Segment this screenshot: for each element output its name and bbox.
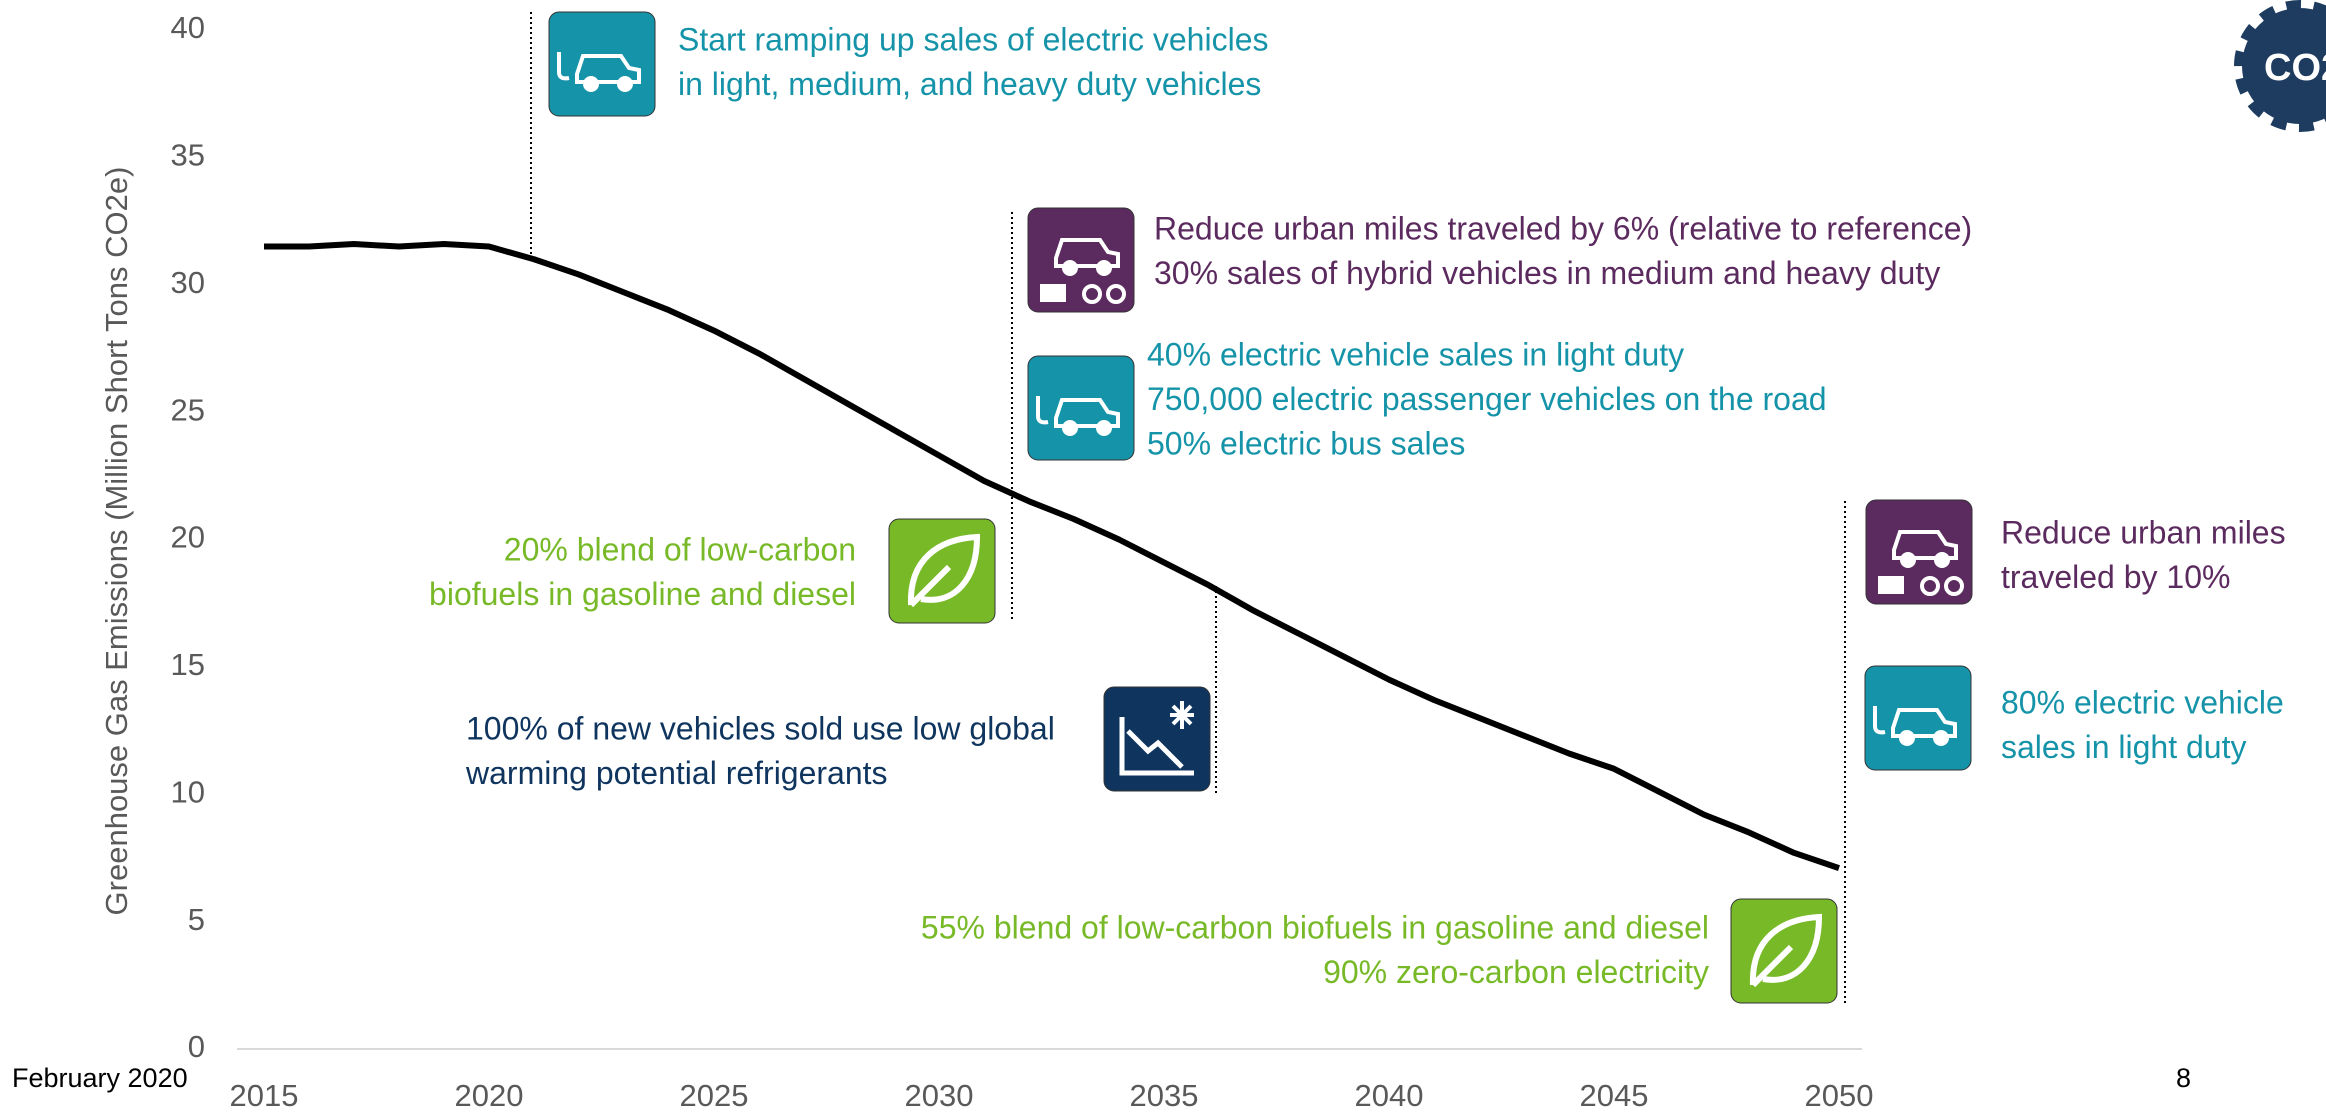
icon-wheel [1900,552,1916,568]
icon-wheel [1062,420,1078,436]
annotation-text: Reduce urban miles traveled by 6% (relat… [1154,210,1972,246]
annotation-text: 20% blend of low-carbon [504,531,856,567]
y-tick-label: 35 [171,138,205,173]
icon-leaf [1749,913,1823,988]
icon-bike [1082,284,1102,304]
x-tick-label: 2020 [455,1078,524,1113]
annotation-text: 80% electric vehicle [2001,684,2284,720]
icon-glyph [1119,701,1194,776]
x-tick-label: 2045 [1580,1078,1649,1113]
annotation-icon [548,11,656,117]
y-tick-label: 20 [171,520,205,555]
annotation-text: warming potential refrigerants [465,755,888,791]
x-tick-label: 2050 [1805,1078,1874,1113]
icon-leaf [907,533,981,608]
logo-text: CO2 [2264,47,2326,89]
icon-plug [1036,396,1049,425]
annotation: 55% blend of low-carbon biofuels in gaso… [921,898,1838,1004]
footer-date: February 2020 [12,1063,188,1093]
y-tick-label: 15 [171,647,205,682]
annotation-text: traveled by 10% [2001,559,2230,595]
icon-city [1878,576,1904,594]
annotation-text: 55% blend of low-carbon biofuels in gaso… [921,909,1709,945]
icon-wheel [617,76,633,92]
annotation-text: 90% zero-carbon electricity [1323,954,1709,990]
annotation: 80% electric vehicle sales in light duty [1864,665,2284,771]
annotation-text: 100% of new vehicles sold use low global [466,710,1055,746]
annotation-icon [1027,355,1135,461]
icon-wheel [1934,552,1950,568]
annotation: Reduce urban miles traveled by 6% (relat… [1027,207,1972,313]
annotation-text: 40% electric vehicle sales in light duty [1147,336,1684,372]
icon-wheel [1096,260,1112,276]
page-number: 8 [2176,1063,2191,1093]
annotation-text: 30% sales of hybrid vehicles in medium a… [1154,255,1940,291]
y-tick-label: 40 [171,10,205,45]
y-tick-label: 30 [171,265,205,300]
icon-glyph [1749,913,1823,988]
annotation: 100% of new vehicles sold use low global… [465,686,1211,792]
annotation-text: 750,000 electric passenger vehicles on t… [1147,381,1827,417]
icon-plug [1873,706,1886,735]
annotation-text: Start ramping up sales of electric vehic… [678,21,1268,57]
icon-wheel [1096,420,1112,436]
logo-body [2248,14,2326,118]
icon-glyph [907,533,981,608]
icon-wheel [583,76,599,92]
icon-glyph [1878,530,1964,596]
annotation-text: 50% electric bus sales [1147,425,1465,461]
icon-snow [1170,701,1194,729]
icon-wheel [1062,260,1078,276]
emissions-line [264,240,1840,871]
icon-wheel [1933,730,1949,746]
icon-city [1040,284,1066,302]
annotation-icon [1864,665,1972,771]
icon-plug [557,52,570,81]
icon-chart [1119,717,1194,776]
annotation: Reduce urban miles traveled by 10% [1865,499,2286,605]
icon-wheel [1899,730,1915,746]
icon-bike [1944,576,1964,596]
y-axis-label: Greenhouse Gas Emissions (Million Short … [99,167,134,916]
annotation: 40% electric vehicle sales in light duty… [1027,336,1827,461]
annotation-text: sales in light duty [2001,729,2246,765]
annotation-text: biofuels in gasoline and diesel [429,576,856,612]
annotation: Start ramping up sales of electric vehic… [548,11,1268,117]
x-tick-label: 2025 [680,1078,749,1113]
y-tick-label: 0 [188,1029,205,1064]
icon-glyph [1036,396,1120,436]
icon-glyph [1873,706,1957,746]
icon-bike [1106,284,1126,304]
x-tick-label: 2040 [1355,1078,1424,1113]
icon-glyph [1040,238,1126,304]
x-tick-label: 2015 [230,1078,299,1113]
icon-glyph [557,52,641,92]
annotation-text: Reduce urban miles [2001,514,2286,550]
annotation: 20% blend of low-carbon biofuels in gasol… [429,518,996,624]
y-tick-label: 10 [171,774,205,809]
logo: CO2 [2234,0,2326,132]
x-tick-label: 2030 [905,1078,974,1113]
y-tick-label: 25 [171,392,205,427]
y-tick-label: 5 [188,902,205,937]
icon-bike [1920,576,1940,596]
x-tick-label: 2035 [1130,1078,1199,1113]
annotation-text: in light, medium, and heavy duty vehicle… [678,66,1261,102]
